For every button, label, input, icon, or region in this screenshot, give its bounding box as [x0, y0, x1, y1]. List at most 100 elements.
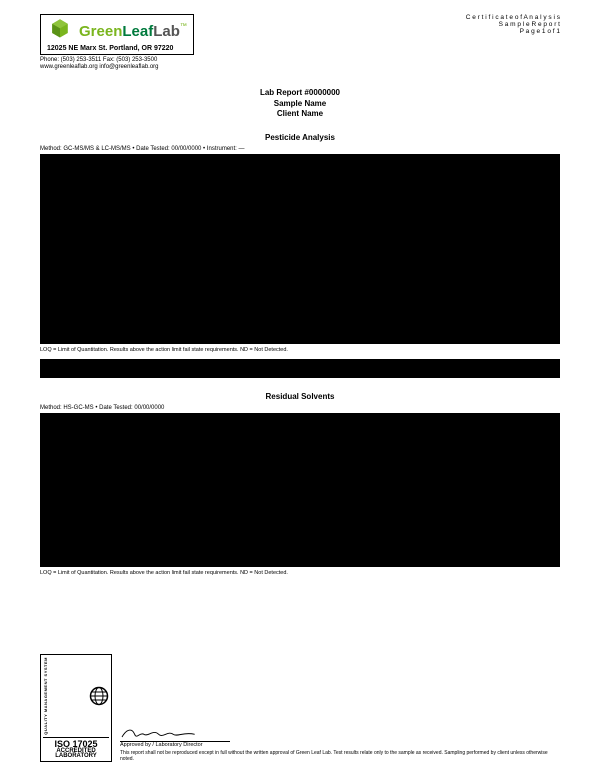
table-cell: 0.025 — [185, 299, 283, 308]
table-cell: Pass — [497, 263, 560, 272]
table-cell: 0.4 — [283, 236, 384, 245]
table-cell: Pass — [492, 486, 560, 495]
table-row: Boscalid0.0250.4<LOQPass — [41, 236, 560, 245]
table-row: Propane505000<LOQPass — [41, 540, 560, 549]
table-cell: Daminozide — [41, 317, 186, 326]
table-cell: 50 — [157, 486, 262, 495]
table-cell: <LOQ — [384, 200, 496, 209]
table-cell: Azoxystrobin — [41, 209, 186, 218]
table-cell: 0.025 — [185, 164, 283, 173]
table-cell: Pass — [497, 236, 560, 245]
table-cell: <LOQ — [384, 335, 496, 344]
table-row: Daminozide0.0251.0<LOQPass — [41, 317, 560, 326]
table-cell: 0.2 — [283, 245, 384, 254]
table-cell: Isopropanol — [41, 513, 157, 522]
table-cell: 50 — [157, 423, 262, 432]
table-cell: 0.025 — [185, 335, 283, 344]
infobar-cell: Flower — [41, 369, 112, 378]
logo-mark-icon — [47, 18, 73, 44]
table-cell: 50 — [157, 477, 262, 486]
table-cell: 0.2 — [283, 263, 384, 272]
table-cell: 0.2 — [283, 326, 384, 335]
sample-name: Sample Name — [40, 99, 560, 109]
table-cell: <LOQ — [371, 504, 492, 513]
table-cell: Pass — [497, 209, 560, 218]
table-cell: Propane — [41, 540, 157, 549]
table-cell: Pass — [497, 227, 560, 236]
infobar-header: Tested — [274, 360, 361, 369]
col-header: Analyte — [41, 414, 157, 423]
table-cell: <LOQ — [384, 263, 496, 272]
table-cell: 0.025 — [185, 290, 283, 299]
contact-line1: Phone: (503) 253-3511 Fax: (503) 253-350… — [40, 57, 194, 64]
table-cell: Diazinon — [41, 326, 186, 335]
table-cell: Acephate — [41, 173, 186, 182]
table-row: Clofentezine0.0250.2<LOQPass — [41, 290, 560, 299]
table-cell: 0.2 — [283, 191, 384, 200]
table-cell: Chlorantraniliprole — [41, 263, 186, 272]
table-cell: Pass — [492, 531, 560, 540]
col-header: Limit (ppm) — [262, 414, 371, 423]
infobar-header: Batch — [111, 360, 178, 369]
table-cell: <LOQ — [371, 432, 492, 441]
table-cell: 50 — [157, 522, 262, 531]
table-cell: <LOQ — [384, 209, 496, 218]
table-cell: Pass — [492, 558, 560, 567]
col-header: LOQ (ppm) — [185, 155, 283, 164]
table-cell: <LOQ — [384, 254, 496, 263]
table-row: Ethyl Ether505000<LOQPass — [41, 486, 560, 495]
table-row: Ethanol505000<LOQPass — [41, 468, 560, 477]
infobar-cell: 00/00/00 — [178, 369, 274, 378]
table-cell: Pass — [497, 254, 560, 263]
table-cell: 50 — [157, 468, 262, 477]
table-cell: <LOQ — [384, 218, 496, 227]
table-row: Acephate0.0250.4<LOQPass — [41, 173, 560, 182]
table-cell: Bifenthrin — [41, 227, 186, 236]
table-cell: <LOQ — [371, 531, 492, 540]
sample-label: S a m p l e R e p o r t — [466, 21, 560, 28]
table-cell: 1.0 — [283, 272, 384, 281]
col-header: Result (ppm) — [371, 414, 492, 423]
col-header: LOQ (ppm) — [157, 414, 262, 423]
table-cell: 0.025 — [185, 173, 283, 182]
table-cell: <LOQ — [371, 540, 492, 549]
table-cell: <LOQ — [384, 173, 496, 182]
table-cell: Pass — [492, 549, 560, 558]
table-row: Isopropanol505000<LOQPass — [41, 513, 560, 522]
table-cell: 0.2 — [283, 218, 384, 227]
col-header: Result (ppm) — [384, 155, 496, 164]
table-cell: Aldicarb — [41, 200, 186, 209]
table-cell: Pass — [497, 281, 560, 290]
table-cell: Acetamiprid — [41, 191, 186, 200]
table-cell: <LOQ — [371, 441, 492, 450]
table-cell: <LOQ — [384, 308, 496, 317]
col-header: Limit (ppm) — [283, 155, 384, 164]
table-cell: 50 — [157, 450, 262, 459]
table-cell: Ethyl Acetate — [41, 477, 157, 486]
footer-row: QUALITY MANAGEMENT SYSTEM ISO 17025 ACCR… — [40, 654, 560, 762]
table-row: Heptane505000<LOQPass — [41, 495, 560, 504]
section2-title: Residual Solvents — [40, 392, 560, 401]
iso-ring-text: QUALITY MANAGEMENT SYSTEM — [43, 657, 48, 735]
infobar-header: Approved — [458, 360, 560, 369]
section1-meta: Method: GC-MS/MS & LC-MS/MS • Date Teste… — [40, 146, 560, 152]
infobar-cell: 00/00/00 — [274, 369, 361, 378]
table-cell: 0.5 — [157, 459, 262, 468]
table-cell: 0.2 — [283, 209, 384, 218]
table-cell: Acetone — [41, 423, 157, 432]
table-cell: Benzene — [41, 441, 157, 450]
table-cell: 0.025 — [185, 254, 283, 263]
table-cell: Chloroform — [41, 459, 157, 468]
table-cell: 0.025 — [185, 227, 283, 236]
table-cell: Pass — [497, 200, 560, 209]
table-cell: 2 — [262, 441, 371, 450]
section1-footnote: LOQ = Limit of Quantitation. Results abo… — [40, 347, 560, 353]
table-cell: 1.0 — [283, 299, 384, 308]
report-number: Lab Report #0000000 — [40, 88, 560, 98]
table-cell: 0.2 — [283, 227, 384, 236]
logo-box: GreenLeafLab™ 12025 NE Marx St. Portland… — [40, 14, 194, 55]
table-cell: 0.025 — [185, 326, 283, 335]
table-cell: Pass — [497, 164, 560, 173]
info-bar-table: MatrixBatchReceivedTestedReportedApprove… — [40, 359, 560, 378]
table-cell: <LOQ — [384, 164, 496, 173]
